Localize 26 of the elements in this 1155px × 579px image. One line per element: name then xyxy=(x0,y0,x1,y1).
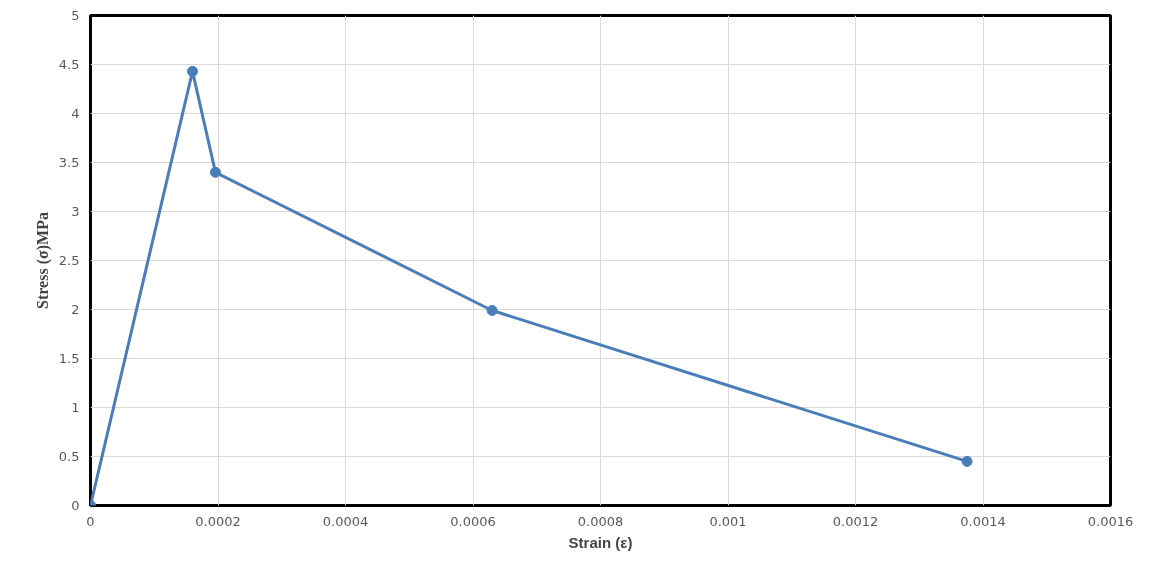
y-tick-label: 1 xyxy=(71,400,80,415)
y-tick-label: 3 xyxy=(71,204,80,219)
y-tick-label: 2 xyxy=(71,302,80,317)
y-tick-label: 5 xyxy=(71,8,80,23)
x-tick-label: 0 xyxy=(86,513,95,529)
y-tick-label: 1.5 xyxy=(58,351,80,366)
x-tick-label: 0.0006 xyxy=(450,513,496,529)
x-tick-label: 0.0014 xyxy=(960,513,1006,529)
x-tick-label: 0.0008 xyxy=(577,513,624,529)
y-tick-label: 4.5 xyxy=(58,57,80,72)
y-tick-label: 0.5 xyxy=(58,449,80,464)
x-tick-label: 0.0002 xyxy=(195,513,241,529)
x-tick-label: 0.0012 xyxy=(832,513,879,529)
x-tick-label: 0.001 xyxy=(709,513,747,529)
point xyxy=(961,455,973,467)
y-tick-label: 4 xyxy=(71,106,80,121)
point xyxy=(187,65,198,77)
point xyxy=(209,166,221,178)
x-axis-title: Strain (ε) xyxy=(568,533,633,551)
point xyxy=(486,304,498,316)
y-tick-label: 0 xyxy=(71,498,80,513)
y-tick-label: 2.5 xyxy=(58,253,80,268)
x-tick-label: 0.0016 xyxy=(1087,513,1134,529)
y-axis-title: Stress (σ)MPa xyxy=(33,212,52,309)
x-tick-label: 0.0004 xyxy=(322,513,369,529)
y-tick-label: 3.5 xyxy=(58,155,80,170)
